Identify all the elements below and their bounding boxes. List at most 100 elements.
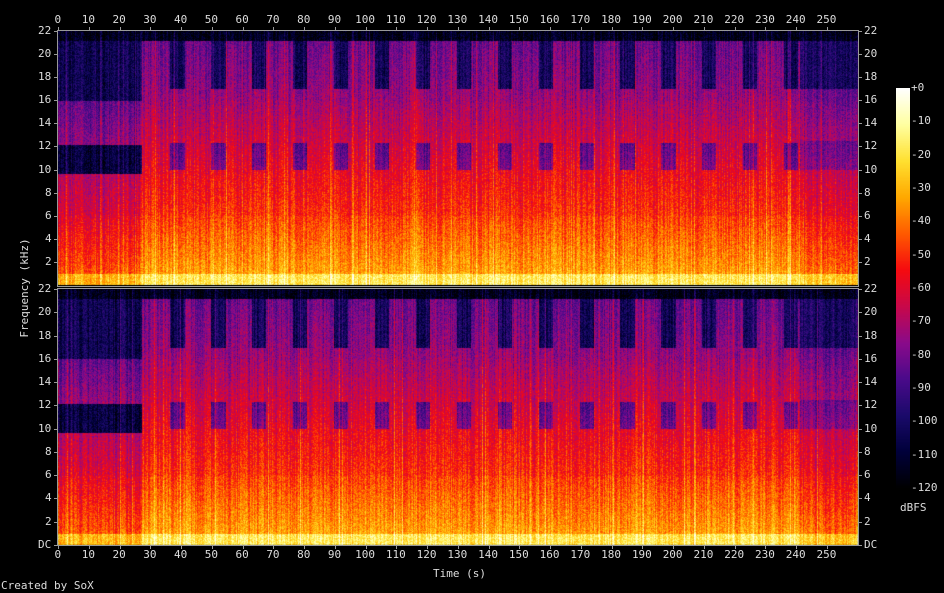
y-tick-label-right: 16 <box>864 351 878 365</box>
y-tick-right <box>858 169 862 171</box>
y-tick-right <box>858 335 862 337</box>
y-tick-label-left: 22 <box>38 24 52 37</box>
x-tick-label-bottom: 40 <box>174 548 188 561</box>
y-tick-left <box>54 54 58 56</box>
x-tick-bottom <box>488 545 490 549</box>
colorbar-tick-label: -50 <box>911 247 931 261</box>
y-tick-right <box>858 215 862 217</box>
x-tick-label-top: 70 <box>266 13 280 26</box>
x-tick-bottom <box>796 545 798 549</box>
x-tick-label-top: 250 <box>816 13 837 26</box>
y-tick-label-right: DC <box>864 538 878 551</box>
x-tick-label-top: 90 <box>327 13 342 26</box>
x-tick-label-bottom: 0 <box>54 548 62 561</box>
y-tick-left <box>54 289 58 290</box>
x-tick-bottom <box>427 545 429 549</box>
x-tick-label-top: 50 <box>204 13 219 26</box>
x-tick-label-bottom: 100 <box>355 548 375 561</box>
x-tick-bottom <box>519 545 521 549</box>
y-tick-label-right: 6 <box>864 208 871 222</box>
y-tick-right <box>858 192 862 194</box>
x-tick-top <box>427 27 429 31</box>
x-tick-bottom <box>457 545 459 549</box>
y-tick-label-left: 8 <box>45 185 52 199</box>
y-tick-label-left: 6 <box>45 468 52 482</box>
colorbar-tick-label: -20 <box>911 147 931 161</box>
x-tick-top <box>488 27 490 31</box>
y-tick-label-right: 8 <box>864 444 871 458</box>
x-tick-bottom <box>734 545 736 549</box>
x-tick-top <box>550 27 552 31</box>
x-tick-label-top: 200 <box>662 13 683 26</box>
x-tick-top <box>304 27 306 31</box>
y-tick-left <box>54 428 58 430</box>
x-tick-top <box>827 27 828 31</box>
x-tick-top <box>580 27 582 31</box>
y-tick-label-left: 6 <box>45 208 52 222</box>
y-tick-label-left: 4 <box>45 491 52 505</box>
y-tick-label-right: 12 <box>864 398 878 412</box>
x-tick-label-bottom: 80 <box>297 548 311 561</box>
x-tick-bottom <box>673 545 675 549</box>
y-tick-label-right: 22 <box>864 24 878 37</box>
colorbar-tick-label: +0 <box>911 81 925 94</box>
y-tick-label-right: 18 <box>864 328 878 342</box>
x-tick-bottom <box>88 545 90 549</box>
y-tick-right <box>858 428 862 430</box>
y-tick-label-left: 14 <box>38 116 52 130</box>
y-tick-right <box>858 261 862 263</box>
y-tick-right <box>858 521 862 523</box>
x-tick-bottom <box>58 545 59 549</box>
x-tick-top <box>396 27 398 31</box>
x-tick-top <box>673 27 675 31</box>
y-tick-label-left: 18 <box>38 70 52 84</box>
x-tick-label-top: 150 <box>508 13 529 26</box>
y-tick-right <box>858 451 862 453</box>
x-tick-label-bottom: 160 <box>539 548 560 561</box>
colorbar-tick-label: -80 <box>911 347 931 361</box>
x-tick-label-top: 60 <box>235 13 249 26</box>
y-tick-label-right: 4 <box>864 491 871 505</box>
colorbar-tick-label: -110 <box>911 447 938 461</box>
y-tick-left <box>54 335 58 337</box>
x-tick-label-bottom: 140 <box>478 548 498 561</box>
x-tick-top <box>150 27 152 31</box>
x-tick-label-top: 130 <box>447 13 468 26</box>
top-channel-frame <box>57 30 859 287</box>
x-tick-label-bottom: 210 <box>693 548 714 561</box>
y-tick-label-right: 8 <box>864 185 871 199</box>
x-tick-top <box>334 27 336 31</box>
y-axis-label: Frequency (kHz) <box>18 238 31 338</box>
y-tick-left <box>54 31 58 32</box>
x-tick-bottom <box>150 545 152 549</box>
y-tick-left <box>54 169 58 171</box>
x-tick-label-bottom: 110 <box>385 548 406 561</box>
y-tick-left <box>54 123 58 125</box>
y-tick-label-right: 2 <box>864 514 871 528</box>
y-tick-label-right: 10 <box>864 162 878 176</box>
y-tick-label-right: 16 <box>864 93 878 107</box>
x-tick-label-top: 190 <box>631 13 652 26</box>
x-tick-label-top: 20 <box>112 13 126 26</box>
x-tick-label-bottom: 240 <box>785 548 806 561</box>
x-tick-bottom <box>703 545 705 549</box>
y-tick-label-right: 12 <box>864 139 878 153</box>
x-tick-label-bottom: 190 <box>631 548 652 561</box>
x-tick-bottom <box>242 545 244 549</box>
y-tick-label-left: 16 <box>38 93 52 107</box>
x-tick-label-top: 140 <box>478 13 498 26</box>
colorbar-tick-label: -70 <box>911 314 931 328</box>
x-tick-top <box>703 27 705 31</box>
x-tick-bottom <box>334 545 336 549</box>
colorbar-tick-label: -30 <box>911 181 931 194</box>
y-tick-left <box>54 545 58 546</box>
y-tick-left <box>54 498 58 500</box>
colorbar-label: dBFS <box>900 501 927 514</box>
x-tick-label-bottom: 130 <box>447 548 468 561</box>
y-tick-label-left: 16 <box>38 351 52 365</box>
y-tick-left <box>54 77 58 79</box>
colorbar-tick-label: -100 <box>911 414 938 428</box>
y-tick-label-left: 2 <box>45 514 52 528</box>
y-tick-label-left: 2 <box>45 254 52 268</box>
y-tick-label-left: 22 <box>38 282 52 295</box>
